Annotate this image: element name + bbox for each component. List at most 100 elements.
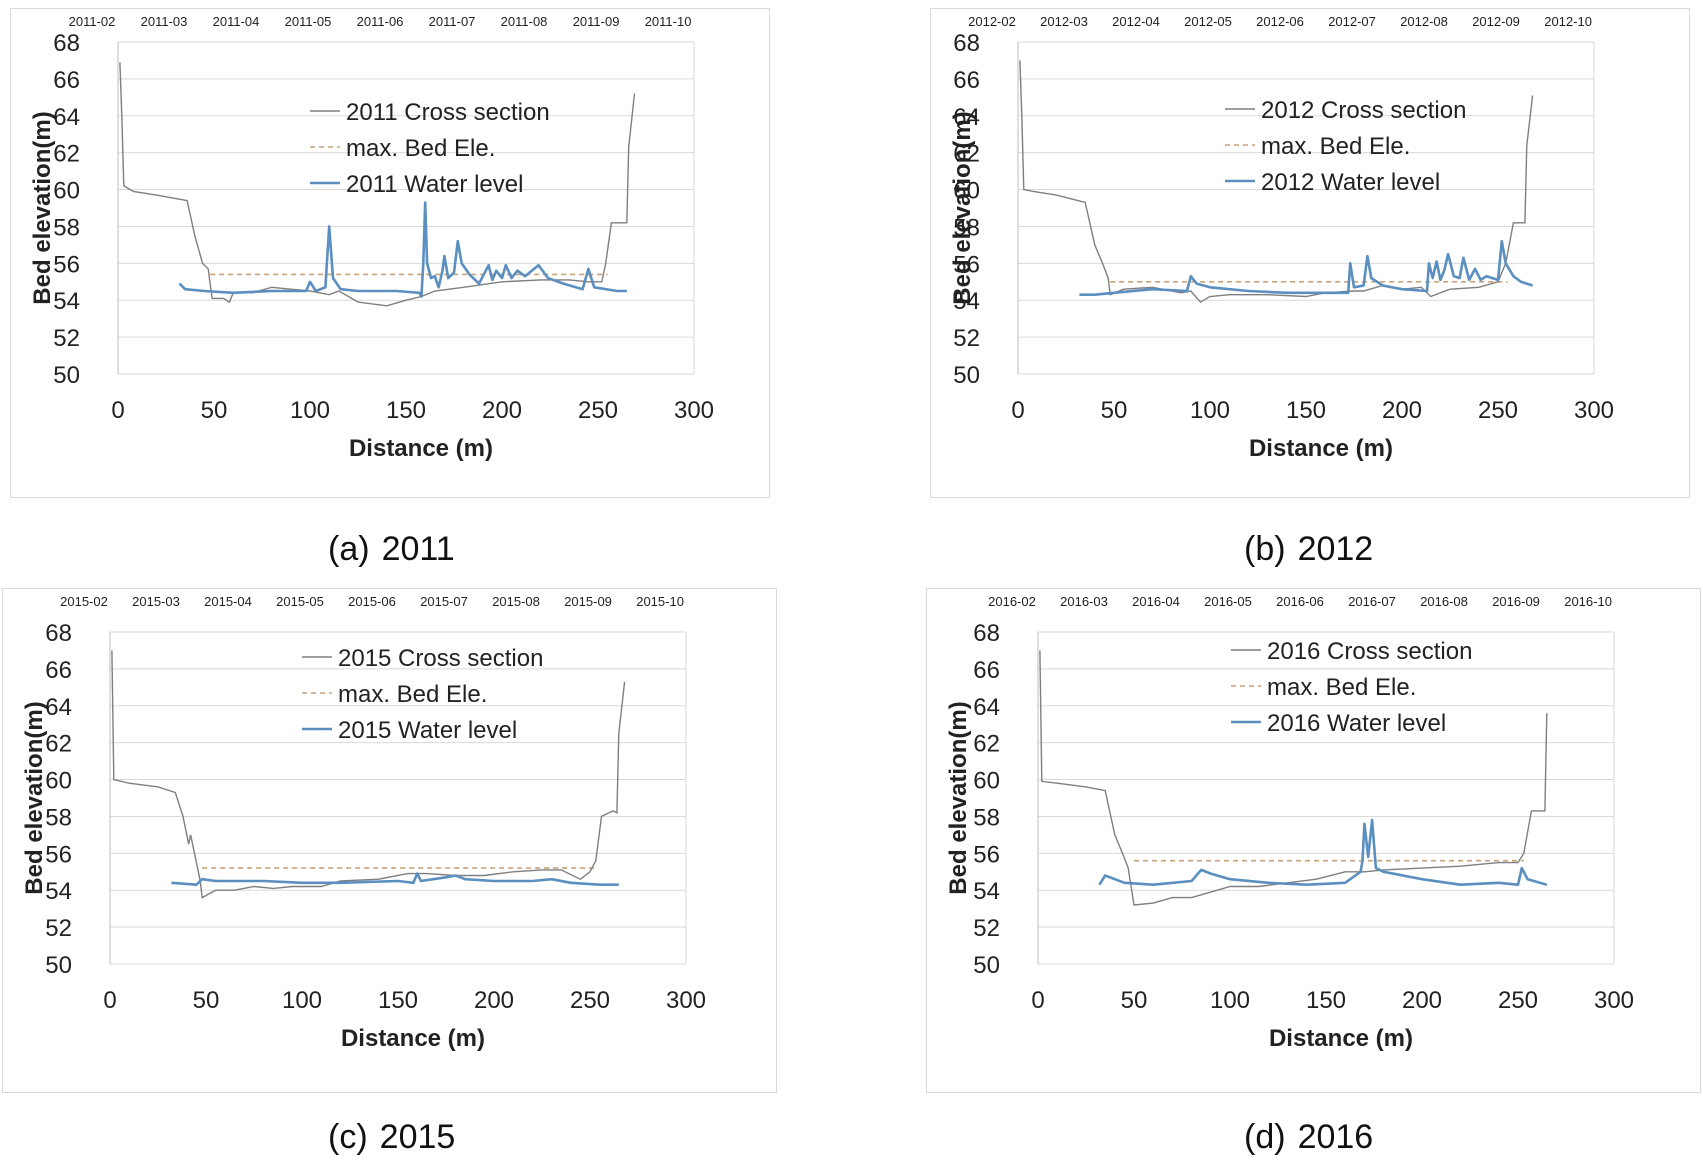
y-tick-label: 66: [45, 657, 72, 684]
y-tick-label: 52: [973, 915, 1000, 942]
top-date-label: 2015-10: [636, 594, 684, 609]
top-date-label: 2015-04: [204, 594, 252, 609]
y-tick-label: 68: [53, 30, 80, 57]
y-tick-label: 58: [953, 214, 980, 241]
cross-section-line: [1019, 60, 1534, 303]
x-tick-label: 100: [1190, 397, 1230, 424]
chart-panel-c: 50 52 54 56 58 60 62 64 66 68 0 50 100 150 200 250 300 20…: [2, 588, 777, 1093]
chart-svg-a: 50 52 54 56 58 60 62 64 66 68 0 50 100 150 200 250 300 20…: [10, 8, 770, 498]
top-date-label: 2015-07: [420, 594, 468, 609]
legend-cross-section-label: 2016 Cross section: [1267, 638, 1472, 665]
caption-tag-b: (b): [1244, 530, 1286, 568]
x-tick-label: 0: [111, 397, 124, 424]
cross-section-line: [1039, 650, 1548, 906]
y-tick-label: 60: [953, 178, 980, 205]
y-axis-title: Bed elevation(m): [949, 111, 976, 304]
top-date-label: 2011-10: [645, 14, 692, 29]
x-tick-label: 250: [1498, 987, 1538, 1014]
cross-section-line: [119, 62, 636, 307]
y-tick-label: 52: [53, 325, 80, 352]
top-date-label: 2016-05: [1204, 594, 1252, 609]
y-tick-label: 66: [53, 67, 80, 94]
chart-border: [930, 8, 1690, 498]
legend-max-bed-label: max. Bed Ele.: [338, 681, 487, 708]
top-date-label: 2016-08: [1420, 594, 1468, 609]
x-tick-label: 150: [378, 987, 418, 1014]
x-tick-label: 150: [1286, 397, 1326, 424]
legend-cross-section-label: 2012 Cross section: [1261, 97, 1466, 124]
y-tick-label: 64: [45, 694, 72, 721]
y-tick-label: 50: [53, 362, 80, 389]
x-tick-label: 50: [201, 397, 228, 424]
top-date-label: 2011-02: [69, 14, 116, 29]
x-tick-label: 250: [570, 987, 610, 1014]
caption-tag-d: (d): [1244, 1118, 1286, 1156]
top-date-label: 2016-02: [988, 594, 1036, 609]
y-tick-label: 58: [53, 214, 80, 241]
legend-water-level-label: 2015 Water level: [338, 717, 517, 744]
y-tick-label: 62: [973, 731, 1000, 758]
y-tick-label: 50: [953, 362, 980, 389]
top-date-label: 2011-03: [141, 14, 188, 29]
y-tick-label: 50: [45, 952, 72, 979]
y-tick-label: 68: [45, 620, 72, 647]
top-date-label: 2011-05: [285, 14, 332, 29]
x-tick-label: 300: [674, 397, 714, 424]
top-date-label: 2012-03: [1040, 14, 1088, 29]
y-tick-label: 56: [53, 251, 80, 278]
chart-border: [2, 588, 777, 1093]
y-tick-label: 62: [53, 141, 80, 168]
top-date-label: 2016-04: [1132, 594, 1180, 609]
top-date-label: 2015-09: [564, 594, 612, 609]
top-date-label: 2012-10: [1544, 14, 1592, 29]
chart-svg-b: 50 52 54 56 58 60 62 64 66 68 0 50 100 150 200 250 300 20…: [930, 8, 1690, 498]
legend-max-bed-label: max. Bed Ele.: [1261, 133, 1410, 160]
y-tick-label: 66: [973, 657, 1000, 684]
legend-water-level-label: 2016 Water level: [1267, 710, 1446, 737]
y-axis-title: Bed elevation(m): [21, 701, 48, 894]
water-level-line: [1098, 818, 1548, 887]
y-axis-title: Bed elevation(m): [29, 111, 56, 304]
y-tick-label: 52: [953, 325, 980, 352]
y-tick-label: 60: [45, 768, 72, 795]
top-date-label: 2016-07: [1348, 594, 1396, 609]
x-tick-label: 200: [1402, 987, 1442, 1014]
x-axis-title: Distance (m): [1269, 1025, 1413, 1052]
y-tick-label: 54: [953, 288, 980, 315]
chart-svg-c: 50 52 54 56 58 60 62 64 66 68 0 50 100 150 200 250 300 20…: [2, 588, 777, 1093]
legend-water-level-label: 2012 Water level: [1261, 169, 1440, 196]
top-date-label: 2016-06: [1276, 594, 1324, 609]
caption-year-a: 2011: [381, 530, 455, 568]
x-tick-label: 250: [1478, 397, 1518, 424]
x-tick-label: 300: [1594, 987, 1634, 1014]
water-level-line: [1079, 239, 1533, 297]
x-tick-label: 200: [482, 397, 522, 424]
caption-d: (d) 2016: [1244, 1118, 1373, 1157]
x-tick-label: 200: [1382, 397, 1422, 424]
y-tick-label: 50: [973, 952, 1000, 979]
caption-year-d: 2016: [1297, 1118, 1374, 1156]
y-tick-label: 52: [45, 915, 72, 942]
y-tick-label: 56: [45, 841, 72, 868]
y-tick-label: 68: [973, 620, 1000, 647]
legend-max-bed-label: max. Bed Ele.: [346, 135, 495, 162]
top-date-label: 2015-02: [60, 594, 108, 609]
water-level-line: [171, 872, 619, 887]
y-tick-label: 56: [973, 841, 1000, 868]
water-level-line: [178, 201, 627, 298]
y-tick-label: 54: [53, 288, 80, 315]
y-tick-label: 64: [973, 694, 1000, 721]
y-tick-label: 56: [953, 251, 980, 278]
x-tick-label: 200: [474, 987, 514, 1014]
top-date-label: 2011-06: [357, 14, 404, 29]
top-date-label: 2016-10: [1564, 594, 1612, 609]
chart-border: [926, 588, 1701, 1093]
chart-panel-d: 50 52 54 56 58 60 62 64 66 68 0 50 100 150 200 250 300 20…: [926, 588, 1701, 1093]
chart-panel-b: 50 52 54 56 58 60 62 64 66 68 0 50 100 150 200 250 300 20…: [930, 8, 1690, 498]
x-tick-label: 100: [290, 397, 330, 424]
chart-panel-a: 50 52 54 56 58 60 62 64 66 68 0 50 100 150 200 250 300 20…: [10, 8, 770, 498]
x-tick-label: 150: [1306, 987, 1346, 1014]
y-tick-label: 64: [53, 104, 80, 131]
y-tick-label: 62: [45, 731, 72, 758]
top-date-label: 2016-03: [1060, 594, 1108, 609]
